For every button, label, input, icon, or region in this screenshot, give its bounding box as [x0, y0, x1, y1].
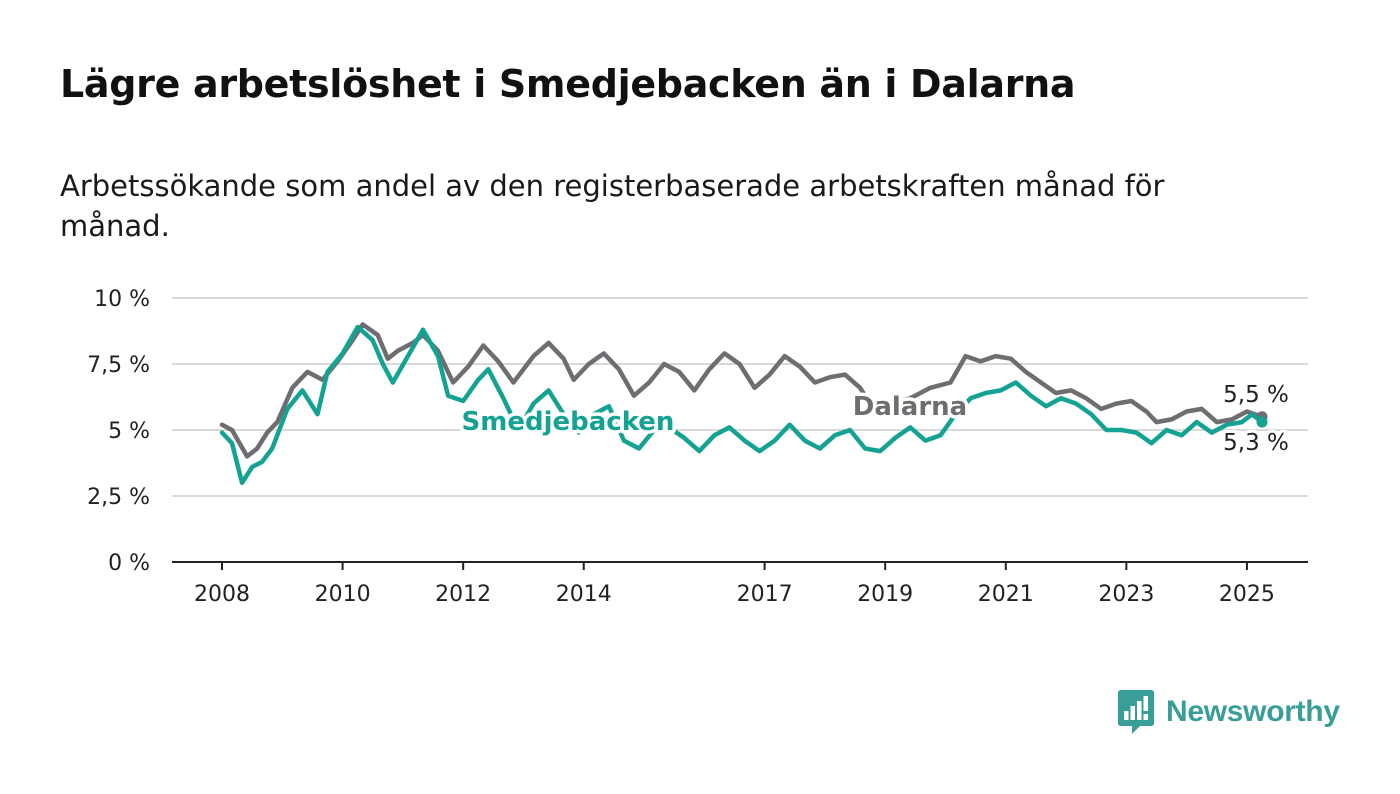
series-label-dalarna: Dalarna	[853, 392, 967, 422]
y-tick-label: 5 %	[108, 419, 150, 444]
series-label-smedjebacken: Smedjebacken	[462, 407, 675, 437]
newsworthy-brand[interactable]: Newsworthy	[1118, 690, 1340, 734]
brand-name: Newsworthy	[1166, 695, 1340, 728]
chart-subtitle: Arbetssökande som andel av den registerb…	[60, 169, 1165, 243]
end-value-label-dalarna: 5,5 %	[1223, 382, 1289, 408]
x-tick-label: 2023	[1098, 582, 1154, 607]
x-tick-label: 2010	[315, 582, 371, 607]
end-value-label-smedjebacken: 5,3 %	[1223, 430, 1289, 456]
series-line-dalarna	[219, 322, 1265, 459]
series-line-smedjebacken	[219, 324, 1265, 486]
chart-title: Lägre arbetslöshet i Smedjebacken än i D…	[60, 62, 1076, 106]
y-tick-label: 0 %	[108, 551, 150, 576]
x-tick-label: 2021	[978, 582, 1034, 607]
x-tick-label: 2017	[737, 582, 793, 607]
x-tick-label: 2008	[194, 582, 250, 607]
series-end-dot-smedjebacken	[1256, 416, 1268, 428]
y-tick-label: 7,5 %	[87, 353, 150, 378]
newsworthy-bar-chart-icon	[1118, 690, 1154, 734]
y-tick-label: 10 %	[94, 287, 150, 312]
x-tick-label: 2025	[1219, 582, 1275, 607]
x-tick-label: 2014	[556, 582, 612, 607]
x-tick-label: 2012	[435, 582, 491, 607]
x-tick-label: 2019	[857, 582, 913, 607]
y-tick-label: 2,5 %	[87, 485, 150, 510]
